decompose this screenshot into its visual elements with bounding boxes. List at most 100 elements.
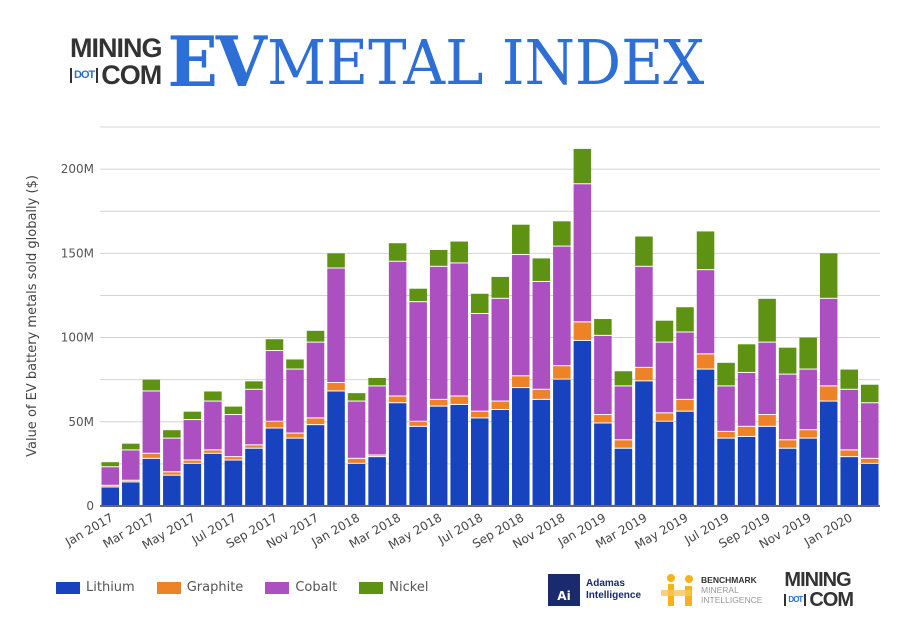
logo-text-mining: MINING [70,33,162,63]
bar-lithium [409,426,427,505]
bar-nickel [737,344,756,372]
bar-graphite [758,415,776,426]
bar-lithium [655,421,674,505]
bar-lithium [327,391,345,505]
bar-lithium [614,448,633,505]
bar-graphite [737,426,756,436]
y-tick-label: 200M [61,162,94,176]
bar-nickel [450,241,468,263]
bar-nickel [594,319,612,335]
bar-lithium [676,411,694,505]
bar-graphite [368,455,386,457]
bar-graphite [327,383,345,391]
bar-nickel [799,337,817,369]
bar-graphite [142,453,161,458]
bar-lithium [183,463,202,505]
bar-nickel [758,298,776,342]
bar-cobalt [840,389,858,450]
bar-cobalt [429,266,448,399]
bar-nickel [409,288,427,302]
y-tick-label: 0 [86,499,94,513]
legend-swatch [56,581,80,594]
bar-graphite [265,421,284,428]
bar-cobalt [183,420,202,460]
bar-cobalt [204,401,222,450]
bar-lithium [470,418,489,505]
bar-nickel [676,307,694,332]
bar-graphite [819,386,838,401]
bar-graphite [696,354,715,369]
bar-lithium [532,399,551,505]
bar-graphite [553,366,571,379]
bar-cobalt [388,261,407,396]
bar-nickel [347,393,366,401]
bar-cobalt [347,401,366,458]
bar-nickel [429,249,448,266]
bar-graphite [655,413,674,421]
bar-lithium [635,381,653,505]
bar-graphite [512,376,530,388]
bar-nickel [183,411,202,420]
bar-cobalt [163,438,181,472]
bar-nickel [286,359,304,369]
y-tick-label: 100M [61,331,94,345]
bar-lithium [737,436,756,505]
legend-swatch [359,581,384,594]
legend-label: Cobalt [295,580,338,595]
bar-graphite [101,485,120,487]
bar-nickel [614,371,633,386]
header: MINING DOT COM EV METAL INDEX [70,21,737,103]
bar-graphite [388,396,407,403]
bar-lithium [163,475,181,505]
bar-graphite [306,418,325,425]
bar-lithium [368,457,386,505]
bar-graphite [245,445,263,448]
bar-nickel [327,253,345,268]
bar-cobalt [368,386,386,455]
bar-nickel [306,330,325,342]
bar-cobalt [470,313,489,411]
bar-cobalt [409,302,427,421]
bar-cobalt [717,386,735,431]
bar-nickel [101,462,120,467]
bar-graphite [224,457,243,460]
bar-cobalt [245,389,263,445]
benchmark-line3: INTELLIGENCE [701,595,763,606]
bar-nickel [512,224,530,255]
bar-cobalt [101,467,120,485]
bar-nickel [470,293,489,313]
bar-graphite [614,440,633,448]
bar-nickel [245,381,263,389]
title-metal-index: METAL INDEX [267,25,705,99]
legend-swatch [156,581,181,594]
bar-cobalt [491,298,510,401]
bar-lithium [122,482,140,505]
bar-graphite [778,440,797,448]
bar-lithium [778,448,797,505]
bar-lithium [429,406,448,505]
adamas-line2: Intelligence [586,590,642,601]
footer-logos: Ai Adamas Intelligence BENCHMARK MINERAL IN… [548,570,854,610]
bar-lithium [224,460,243,505]
bar-lithium [450,404,468,505]
bar-nickel [163,430,181,438]
bar-graphite [470,411,489,418]
bar-lithium [491,409,510,505]
adamas-badge: Ai [548,574,580,606]
bar-graphite [573,322,592,340]
bar-nickel [635,236,653,266]
bar-cobalt [860,403,879,458]
legend-item-nickel: Nickel [359,580,428,595]
logo-text-dot: DOT [70,68,99,83]
bar-graphite [532,389,551,399]
bar-lithium [286,438,304,505]
bar-cobalt [224,415,243,457]
bar-nickel [142,379,161,391]
bar-lithium [101,487,120,505]
legend-label: Graphite [186,580,244,595]
bar-cobalt [122,450,140,480]
bar-cobalt [573,184,592,322]
benchmark-line2: MINERAL [701,584,739,595]
bar-nickel [491,276,510,298]
